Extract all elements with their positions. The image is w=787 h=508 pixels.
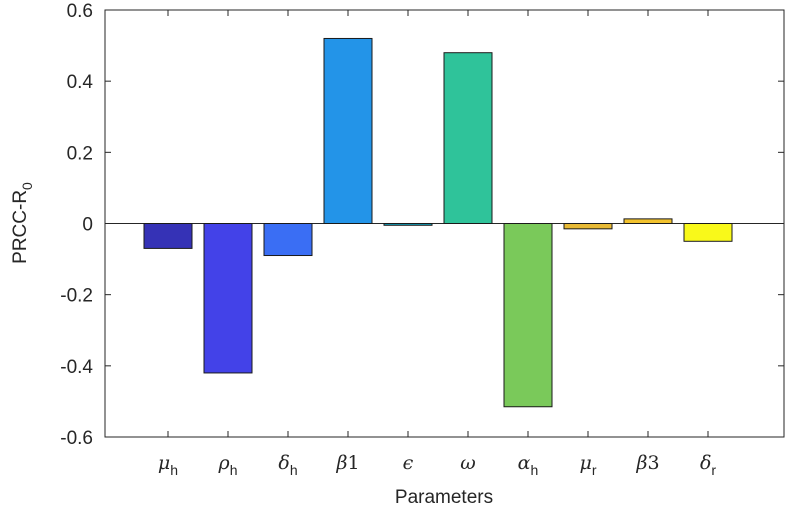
bar-4	[383, 223, 433, 226]
bar-7	[563, 223, 613, 230]
bar-2	[263, 223, 313, 257]
x-tick-label-7: μr	[579, 452, 596, 478]
bar-3	[323, 37, 373, 225]
x-tick-label-8: β3	[635, 452, 659, 474]
y-axis-label: PRCC-R0	[10, 182, 35, 264]
y-tick-label: 0.6	[67, 1, 93, 22]
y-tick-label: 0.4	[67, 72, 94, 93]
y-tick-label: -0.4	[60, 357, 93, 378]
x-tick-label-5: ω	[460, 452, 476, 474]
y-axis-label-sub: 0	[19, 182, 35, 190]
bar-0	[143, 223, 193, 249]
y-tick-label: 0.2	[67, 143, 93, 164]
y-tick-label: -0.6	[60, 428, 93, 449]
bar-5	[443, 52, 493, 225]
x-tick-label-4: ϵ	[403, 452, 414, 474]
x-tick-label-1: ρh	[218, 452, 238, 478]
y-tick-label: 0	[82, 215, 93, 236]
y-tick-label: -0.2	[60, 286, 93, 307]
x-axis-label: Parameters	[395, 487, 493, 508]
x-tick-label-9: δr	[700, 452, 716, 478]
y-axis-label-main: PRCC-R	[10, 190, 31, 264]
bar-9	[683, 223, 733, 242]
bar-8	[623, 218, 673, 224]
x-tick-label-0: μh	[158, 452, 178, 478]
bar-1	[203, 223, 253, 374]
x-tick-label-6: αh	[518, 452, 539, 478]
bar-6	[503, 223, 553, 408]
x-tick-label-2: δh	[278, 452, 297, 478]
x-tick-label-3: β1	[335, 452, 359, 474]
